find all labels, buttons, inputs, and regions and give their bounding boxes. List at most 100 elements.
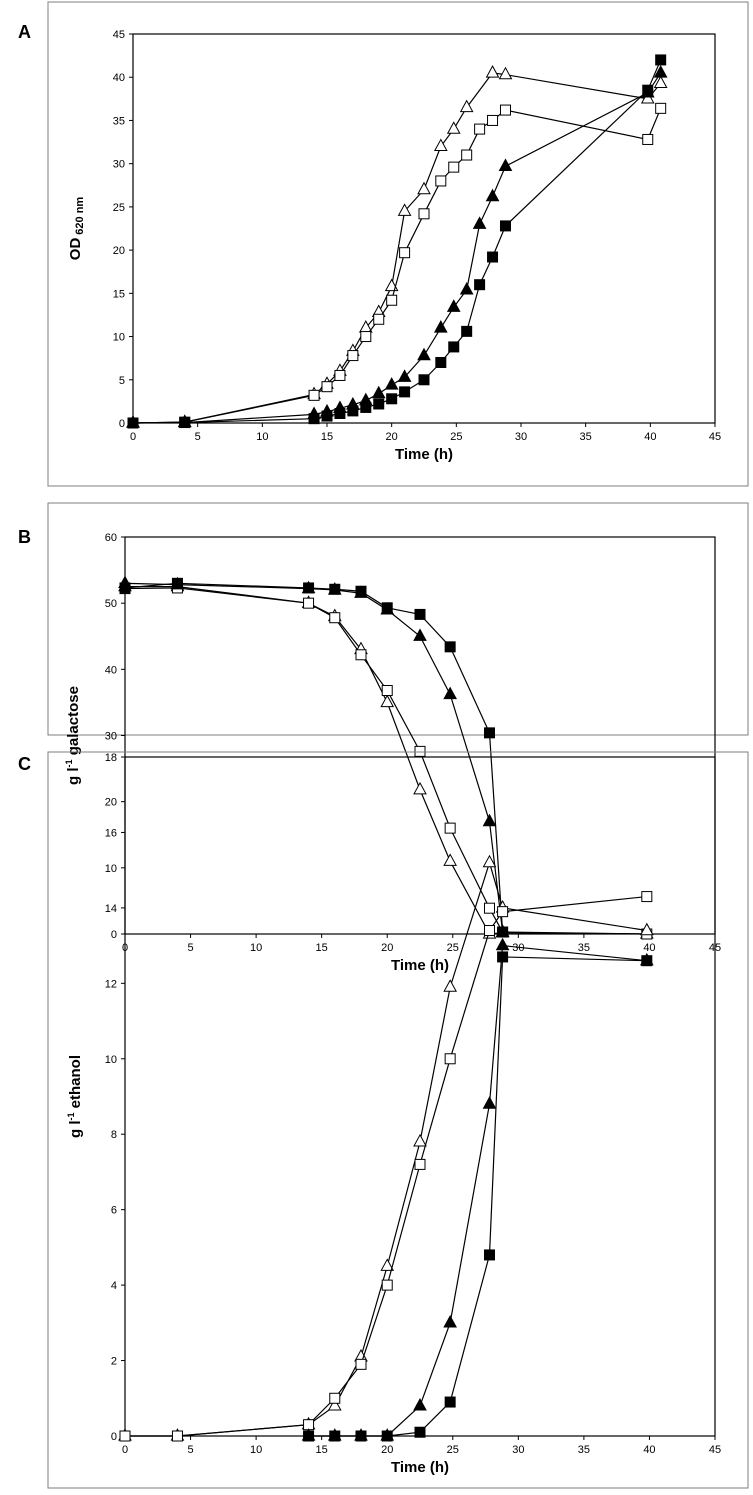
x-tick-label-b: 35 <box>578 942 590 954</box>
data-point-square-open-a <box>655 102 667 114</box>
x-axis-title-a: Time (h) <box>395 446 453 463</box>
y-tick-label-a: 35 <box>113 115 125 127</box>
y-tick-label-c: 14 <box>105 903 117 915</box>
data-point-square-open-a <box>418 208 430 220</box>
series-line-triangle-filled-b <box>124 582 504 933</box>
data-point-triangle-filled-c <box>443 1314 457 1328</box>
x-tick-label-c: 25 <box>447 1444 459 1456</box>
data-point-square-open-c <box>171 1430 183 1442</box>
panel-frame-a <box>47 1 749 487</box>
x-tick-label-b: 40 <box>643 942 655 954</box>
data-point-square-filled-a <box>461 325 473 337</box>
y-tick-label-a: 0 <box>119 418 125 430</box>
data-point-triangle-filled-a <box>653 65 668 78</box>
x-tick-label-c: 30 <box>512 1444 524 1456</box>
x-tick-label-b: 15 <box>316 942 328 954</box>
x-tick-label-a: 35 <box>580 431 592 443</box>
data-point-triangle-filled-a <box>485 188 500 202</box>
y-tick-label-a: 10 <box>113 332 125 344</box>
x-tick-label-c: 5 <box>187 1444 193 1456</box>
data-point-square-filled-a <box>418 374 430 386</box>
data-point-square-filled-b <box>444 641 456 653</box>
y-tick-label-b: 20 <box>105 797 117 809</box>
data-point-triangle-open-a <box>433 138 448 152</box>
data-point-triangle-open-a <box>459 99 474 113</box>
data-point-square-filled-c <box>444 1396 456 1408</box>
data-point-triangle-open-c <box>639 922 654 936</box>
series-square-open-c <box>119 891 653 1442</box>
x-tick-label-b: 25 <box>447 942 459 954</box>
data-point-triangle-open-a <box>397 203 412 216</box>
x-tick-label-a: 0 <box>130 431 136 443</box>
x-tick-label-a: 25 <box>450 431 462 443</box>
y-tick-label-c: 12 <box>105 978 117 990</box>
series-line-square-filled-b <box>124 582 504 933</box>
data-point-triangle-filled-c <box>482 1096 497 1109</box>
data-point-square-filled-a <box>655 54 667 66</box>
data-point-square-filled-b <box>483 727 495 739</box>
data-point-square-open-a <box>399 247 411 259</box>
y-tick-label-c: 4 <box>111 1280 117 1292</box>
data-point-square-filled-a <box>642 84 654 96</box>
series-line-square-filled-a <box>132 59 662 424</box>
data-point-square-open-c <box>355 1358 367 1370</box>
data-point-square-open-a <box>347 350 359 362</box>
x-tick-label-a: 45 <box>709 431 721 443</box>
data-point-square-filled-b <box>414 608 426 620</box>
panel-letter-c: C <box>18 754 31 774</box>
data-point-triangle-filled-b <box>482 813 497 827</box>
y-axis-title-a: OD620 nm <box>67 197 86 261</box>
data-point-triangle-filled-a <box>417 347 431 361</box>
data-point-square-filled-c <box>329 1430 341 1442</box>
data-point-square-open-c <box>414 1158 426 1170</box>
y-tick-label-b: 0 <box>111 929 117 941</box>
data-point-square-open-c <box>329 1392 341 1404</box>
data-point-square-open-a <box>360 331 372 343</box>
data-point-square-filled-b <box>329 583 341 595</box>
data-point-square-open-c <box>381 1279 393 1291</box>
data-point-square-open-a <box>499 104 511 116</box>
series-line-triangle-open-b <box>125 586 647 935</box>
series-triangle-filled-b <box>118 575 510 937</box>
data-point-square-filled-c <box>497 951 509 963</box>
y-axis-title-c: g l-1 ethanol <box>66 1055 84 1138</box>
x-tick-label-c: 10 <box>250 1444 262 1456</box>
series-square-filled-a <box>127 54 667 429</box>
data-point-square-open-b <box>444 822 456 834</box>
data-point-square-filled-a <box>321 410 333 422</box>
x-tick-label-c: 45 <box>709 1444 721 1456</box>
panel-c: C 0 5 10 15 20 25 30 35 40 45 0 2 4 6 8 10 12 14 16 18 Time (… <box>18 751 749 1489</box>
data-point-square-open-a <box>435 175 447 187</box>
data-point-square-open-c <box>444 1053 456 1065</box>
data-point-square-filled-a <box>474 279 486 291</box>
data-point-square-filled-b <box>381 602 393 614</box>
series-square-open-b <box>119 582 653 940</box>
y-tick-label-c: 6 <box>111 1205 117 1217</box>
data-point-triangle-open-a <box>485 65 500 78</box>
y-tick-label-c: 16 <box>105 827 117 839</box>
x-tick-label-b: 5 <box>187 942 193 954</box>
x-tick-label-c: 0 <box>122 1444 128 1456</box>
data-point-triangle-filled-a <box>397 369 412 382</box>
data-point-square-filled-b <box>119 582 131 594</box>
y-tick-label-b: 60 <box>105 532 117 544</box>
data-point-square-filled-c <box>414 1426 426 1438</box>
data-point-square-open-a <box>334 369 346 381</box>
y-tick-label-c: 2 <box>111 1356 117 1368</box>
data-point-square-filled-c <box>355 1430 367 1442</box>
y-tick-label-a: 30 <box>113 159 125 171</box>
y-axis-title-b: g l-1 galactose <box>64 686 82 785</box>
x-tick-label-c: 40 <box>643 1444 655 1456</box>
y-tick-label-b: 50 <box>105 598 117 610</box>
series-square-open-a <box>127 102 667 429</box>
data-point-square-open-c <box>497 906 509 918</box>
data-point-square-open-a <box>642 133 654 145</box>
x-tick-label-a: 30 <box>515 431 527 443</box>
data-point-square-open-c <box>641 891 653 903</box>
data-point-square-filled-b <box>497 926 509 938</box>
data-point-square-filled-b <box>355 585 367 597</box>
data-point-triangle-filled-b <box>443 686 457 700</box>
data-point-square-open-a <box>308 389 320 401</box>
data-point-triangle-filled-c <box>413 1397 427 1411</box>
